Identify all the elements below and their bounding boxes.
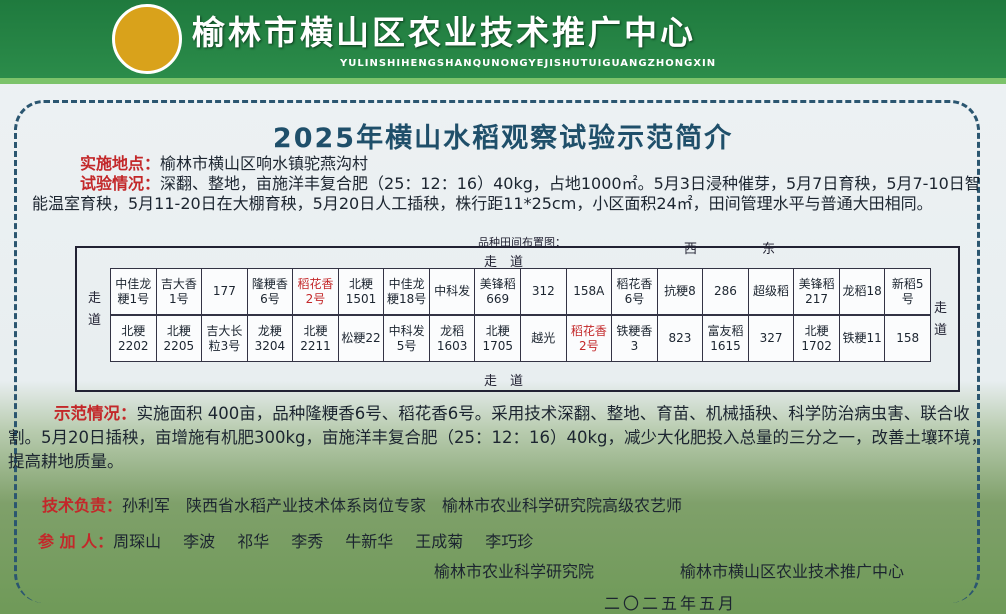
west: 西: [684, 242, 698, 257]
plot-cell: 北粳1702: [793, 315, 840, 362]
main-title: 2025年横山水稻观察试验示范简介: [272, 123, 734, 154]
participant: 李巧珍: [485, 532, 534, 551]
plot-cell: 中佳龙粳18号: [383, 268, 430, 315]
plot-cell: 158A: [565, 268, 613, 315]
plot-cell: 中科发5号: [383, 315, 430, 362]
text: 深翻、整地，亩施洋丰复合肥（25：12：16）40kg，占地1000㎡。5月3日…: [32, 174, 981, 213]
participants: 参 加 人：周琛山 李波 祁华 李秀 牛新华 王成菊 李巧珍: [38, 532, 555, 552]
plot-cell: 327: [747, 315, 795, 362]
demo: 示范情况：实施面积 400亩，品种隆粳香6号、稻花香6号。采用技术深翻、整地、育…: [8, 402, 998, 474]
plot-cell: 新稻5号: [884, 268, 931, 315]
plot-cell: 稻花香6号: [611, 268, 658, 315]
tech: 技术负责：孙利军 陕西省水稻产业技术体系岗位专家 榆林市农业科学研究院高级农艺师: [42, 496, 682, 516]
participant: 李秀: [291, 532, 324, 551]
location: 实施地点：榆林市横山区响水镇驼燕沟村: [80, 154, 368, 174]
plot-cell: 中佳龙粳1号: [110, 268, 157, 315]
plot-cell: 北粳2205: [155, 315, 203, 362]
org: 榆林市横山区农业技术推广中心: [680, 562, 905, 581]
plot-cell: 稻花香2号: [565, 315, 613, 362]
plot-cell: 286: [702, 268, 749, 315]
participant: 李波: [183, 532, 216, 551]
plot-cell: 北粳2202: [110, 315, 157, 362]
participant: 周琛山: [113, 532, 162, 551]
plot-cell: 美锋稻217: [793, 268, 840, 315]
participant: 牛新华: [345, 532, 394, 551]
plot-cell: 823: [656, 315, 704, 362]
plot-cell: 稻花香2号: [292, 268, 339, 315]
frame: [14, 100, 980, 603]
plot-cell: 铁粳11: [838, 315, 886, 362]
walkway-right: 走道: [934, 301, 948, 338]
walkway-bottom: 走 道: [484, 374, 524, 389]
participant: 祁华: [237, 532, 270, 551]
plot-cell: 北粳2211: [292, 315, 339, 362]
label: 技术负责：: [42, 496, 123, 515]
layout-caption: 品种田间布置图：: [478, 236, 566, 249]
plot-cell: 北粳1501: [337, 268, 385, 315]
plot-cell: 隆粳香6号: [246, 268, 294, 315]
plot-cell: 龙稻1603: [428, 315, 476, 362]
plot-cell: 158: [884, 315, 931, 362]
trial: 试验情况：深翻、整地，亩施洋丰复合肥（25：12：16）40kg，占地1000㎡…: [32, 174, 982, 214]
text: 榆林市横山区响水镇驼燕沟村: [160, 154, 369, 173]
label: 示范情况：: [54, 404, 137, 423]
label: 试验情况：: [80, 174, 161, 193]
plot-cell: 吉大香1号: [155, 268, 203, 315]
plot-cell: 松粳22: [337, 315, 385, 362]
plot-cell: 312: [520, 268, 567, 315]
label: 参 加 人：: [38, 532, 114, 551]
date: 二〇二五年五月: [604, 594, 738, 613]
participant: 王成菊: [415, 532, 464, 551]
plot-cell: 北粳1705: [474, 315, 521, 362]
plot-cell: 美锋稻669: [474, 268, 521, 315]
plot-cell: 龙稻18: [838, 268, 886, 315]
plot-cell: 超级稻: [747, 268, 795, 315]
org: 榆林市农业科学研究院: [434, 562, 595, 581]
plot-cell: 177: [201, 268, 248, 315]
plot-cell: 抗粳8: [656, 268, 704, 315]
plot-cell: 中科发: [428, 268, 476, 315]
label: 实施地点：: [80, 154, 161, 173]
plot-cell: 吉大长粒3号: [201, 315, 248, 362]
text: 实施面积 400亩，品种隆粳香6号、稻花香6号。采用技术深翻、整地、育苗、机械插…: [8, 404, 988, 471]
header-title: 榆林市横山区农业技术推广中心: [192, 13, 696, 52]
plot-cell: 龙粳3204: [246, 315, 294, 362]
plot-cell: 越光: [520, 315, 567, 362]
field-layout: [75, 246, 960, 392]
text: 孙利军 陕西省水稻产业技术体系岗位专家 榆林市农业科学研究院高级农艺师: [122, 496, 683, 515]
east: 东: [762, 242, 776, 257]
plot-cell: 富友稻1615: [702, 315, 749, 362]
plot-cell: 铁粳香3: [611, 315, 658, 362]
walkway-left: 走道: [88, 291, 102, 328]
header-pinyin: YULINSHIHENGSHANQUNONGYEJISHUTUIGUANGZHO…: [340, 58, 717, 69]
logo: [112, 4, 182, 74]
walkway-top: 走 道: [484, 255, 524, 270]
